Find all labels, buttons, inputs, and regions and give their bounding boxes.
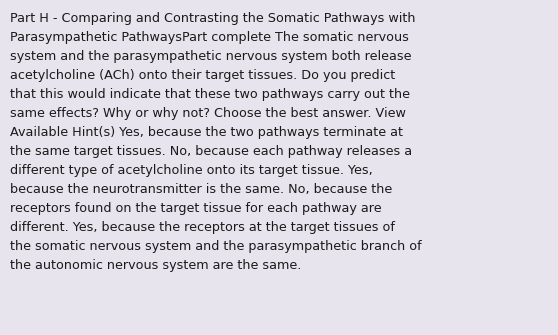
Text: Part H - Comparing and Contrasting the Somatic Pathways with
Parasympathetic Pat: Part H - Comparing and Contrasting the S… (10, 12, 422, 272)
